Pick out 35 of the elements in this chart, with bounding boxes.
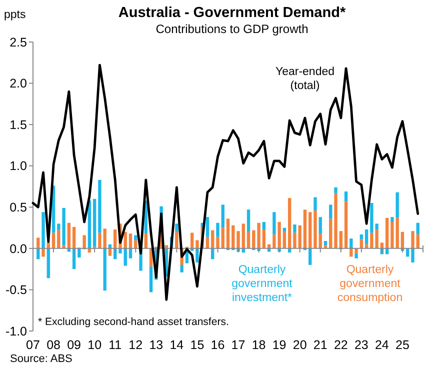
y-tick-label: 0.5	[10, 200, 28, 215]
chart-subtitle: Contributions to GDP growth	[156, 22, 308, 36]
x-tick-label: 23	[354, 338, 368, 352]
x-tick-label: 07	[26, 338, 40, 352]
x-tick-label: 10	[88, 338, 102, 352]
x-tick-label: 18	[252, 338, 266, 352]
x-tick-label: 25	[396, 338, 410, 352]
y-tick-label: 2.5	[10, 35, 28, 50]
x-tick-label: 15	[190, 338, 204, 352]
y-tick-label: 1.0	[10, 159, 28, 174]
x-tick-label: 24	[374, 338, 389, 352]
y-axis-title: ppts	[4, 9, 26, 21]
y-tick-label: -1.0	[5, 324, 28, 338]
y-tick-label: 2.0	[10, 76, 28, 91]
series-label: Year-ended (total)	[275, 66, 335, 92]
x-tick-label: 09	[67, 338, 82, 352]
x-tick-label: 16	[210, 338, 225, 352]
x-tick-label: 19	[272, 338, 286, 352]
source-note: Source: ABS	[10, 353, 72, 365]
x-tick-label: 22	[334, 338, 348, 352]
x-tick-label: 20	[292, 338, 307, 352]
x-tick-label: 17	[231, 338, 246, 352]
annotation: * Excluding second-hand asset transfers.	[38, 316, 229, 328]
chart-title: Australia - Government Demand*	[118, 5, 346, 21]
x-tick-label: 21	[313, 338, 328, 352]
series-label: Quarterly government investment*	[232, 264, 294, 304]
y-tick-label: -0.5	[5, 283, 28, 298]
y-tick-label: 1.5	[10, 118, 28, 132]
x-tick-label: 12	[128, 338, 143, 352]
x-tick-label: 14	[170, 338, 184, 352]
y-tick-label: 0.0	[10, 242, 28, 256]
series-label: Quarterly government consumption	[337, 264, 403, 304]
x-tick-label: 08	[46, 338, 61, 352]
x-tick-label: 13	[149, 338, 164, 352]
x-tick-label: 11	[108, 338, 122, 352]
